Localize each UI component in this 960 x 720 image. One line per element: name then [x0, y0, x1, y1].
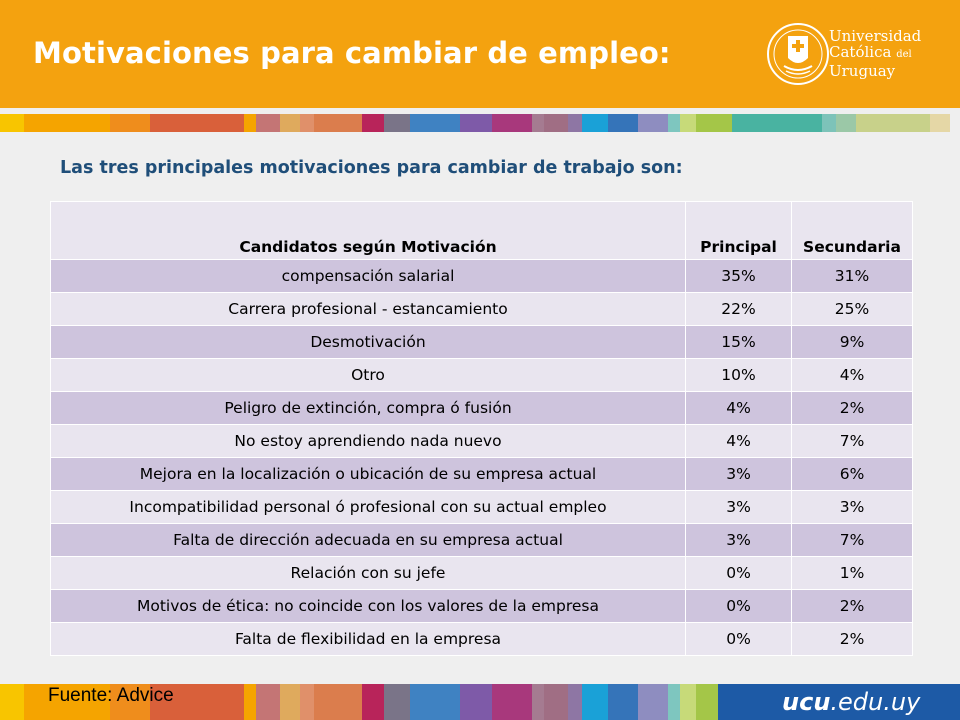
secundaria-cell: 7% — [791, 523, 913, 557]
motivation-cell: Carrera profesional - estancamiento — [50, 292, 686, 326]
secundaria-cell: 31% — [791, 259, 913, 293]
motivation-cell: Incompatibilidad personal ó profesional … — [50, 490, 686, 524]
motivation-cell: Mejora en la localización o ubicación de… — [50, 457, 686, 491]
secundaria-cell: 9% — [791, 325, 913, 359]
motivation-cell: compensación salarial — [50, 259, 686, 293]
secundaria-cell: 1% — [791, 556, 913, 590]
principal-cell: 3% — [685, 490, 792, 524]
motivation-cell: Peligro de extinción, compra ó fusión — [50, 391, 686, 425]
secundaria-cell: 2% — [791, 622, 913, 656]
principal-cell: 0% — [685, 589, 792, 623]
principal-cell: 0% — [685, 622, 792, 656]
secundaria-cell: 7% — [791, 424, 913, 458]
motivation-cell: Motivos de ética: no coincide con los va… — [50, 589, 686, 623]
secundaria-cell: 4% — [791, 358, 913, 392]
principal-cell: 35% — [685, 259, 792, 293]
principal-cell: 3% — [685, 523, 792, 557]
table-row: compensación salarial 35% 31% — [50, 259, 913, 293]
secundaria-cell: 2% — [791, 589, 913, 623]
motivation-cell: No estoy aprendiendo nada nuevo — [50, 424, 686, 458]
source-note: Fuente: Advice — [48, 685, 174, 706]
motivation-cell: Falta de flexibilidad en la empresa — [50, 622, 686, 656]
motivation-cell: Falta de dirección adecuada en su empres… — [50, 523, 686, 557]
ucu-seal-icon — [767, 23, 829, 85]
table-row: Falta de flexibilidad en la empresa 0% 2… — [50, 622, 913, 656]
secundaria-cell: 3% — [791, 490, 913, 524]
secundaria-cell: 2% — [791, 391, 913, 425]
secundaria-cell: 25% — [791, 292, 913, 326]
principal-cell: 15% — [685, 325, 792, 359]
header-principal: Principal — [685, 201, 792, 260]
secundaria-cell: 6% — [791, 457, 913, 491]
slide-title: Motivaciones para cambiar de empleo: — [33, 36, 671, 70]
university-name: Universidad Católica del Uruguay — [829, 27, 922, 80]
principal-cell: 10% — [685, 358, 792, 392]
table-row: Peligro de extinción, compra ó fusión 4%… — [50, 391, 913, 425]
principal-cell: 4% — [685, 424, 792, 458]
principal-cell: 22% — [685, 292, 792, 326]
table-row: Desmotivación 15% 9% — [50, 325, 913, 359]
table-row: No estoy aprendiendo nada nuevo 4% 7% — [50, 424, 913, 458]
table-header-row: Candidatos según Motivación Principal Se… — [50, 201, 913, 260]
table-row: Falta de dirección adecuada en su empres… — [50, 523, 913, 557]
header-bar: Motivaciones para cambiar de empleo: Uni… — [0, 0, 960, 108]
header-motivation: Candidatos según Motivación — [50, 201, 686, 260]
motivation-cell: Desmotivación — [50, 325, 686, 359]
table-row: Motivos de ética: no coincide con los va… — [50, 589, 913, 623]
principal-cell: 4% — [685, 391, 792, 425]
principal-cell: 3% — [685, 457, 792, 491]
motivation-cell: Otro — [50, 358, 686, 392]
footer-url[interactable]: ucu.edu.uy — [782, 688, 921, 716]
table-row: Relación con su jefe 0% 1% — [50, 556, 913, 590]
table-row: Otro 10% 4% — [50, 358, 913, 392]
header-secundaria: Secundaria — [791, 201, 913, 260]
motivation-cell: Relación con su jefe — [50, 556, 686, 590]
color-stripe-top — [0, 114, 960, 132]
subtitle: Las tres principales motivaciones para c… — [60, 158, 683, 178]
table-row: Carrera profesional - estancamiento 22% … — [50, 292, 913, 326]
table-row: Mejora en la localización o ubicación de… — [50, 457, 913, 491]
principal-cell: 0% — [685, 556, 792, 590]
color-stripe-bottom — [0, 684, 960, 720]
table-row: Incompatibilidad personal ó profesional … — [50, 490, 913, 524]
motivations-table: Candidatos según Motivación Principal Se… — [50, 201, 913, 656]
